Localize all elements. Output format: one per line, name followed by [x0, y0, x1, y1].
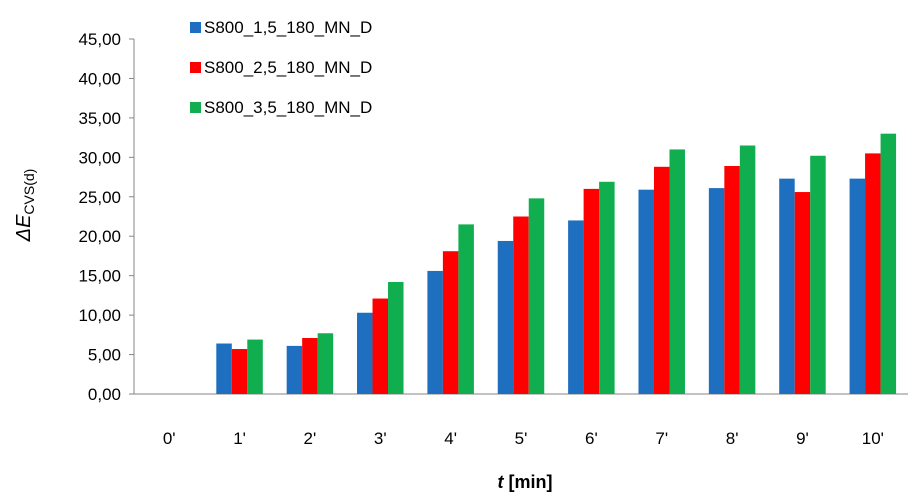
x-axis-title-unit: [min] [504, 472, 553, 492]
bar-s3-7 [669, 149, 685, 394]
y-axis-title-subscript: CVS(d) [21, 169, 37, 215]
bar-s1-4 [427, 270, 443, 394]
y-tick-label: 25,00 [78, 188, 121, 207]
x-tick-label: 7' [655, 429, 668, 448]
bar-s2-1 [231, 349, 248, 394]
bar-s2-4 [442, 251, 459, 394]
y-tick-label: 45,00 [78, 30, 121, 49]
legend-swatch [190, 102, 201, 113]
x-axis-title-var: t [498, 472, 505, 492]
bar-s3-4 [458, 224, 474, 394]
bar-s3-3 [388, 281, 404, 394]
x-axis-title: t [min] [498, 472, 553, 492]
bar-s3-2 [317, 333, 334, 394]
bar-s1-8 [708, 188, 725, 394]
y-tick-label: 15,00 [78, 267, 121, 286]
bar-s3-8 [739, 145, 756, 394]
bar-s1-1 [216, 343, 232, 394]
bar-s2-10 [865, 153, 881, 394]
bar-s3-10 [880, 133, 897, 395]
x-tick-label: 3' [374, 429, 387, 448]
bar-s1-3 [357, 312, 373, 394]
y-axis-title: ΔECVS(d) [13, 169, 37, 243]
bar-s1-10 [849, 178, 866, 394]
bar-s2-2 [302, 337, 318, 394]
x-tick-label: 10' [862, 429, 884, 448]
x-axis: 0' 1' 2' 3' 4' 5' 6' 7' 8' 9' 10' [134, 393, 908, 448]
bar-s2-9 [794, 192, 811, 394]
y-tick-label: 0,00 [88, 385, 121, 404]
y-tick-label: 30,00 [78, 148, 121, 167]
x-tick-label: 6' [585, 429, 598, 448]
x-tick-label: 0' [163, 429, 176, 448]
x-tick-label: 1' [233, 429, 246, 448]
x-tick-label: 8' [726, 429, 739, 448]
x-tick-label: 9' [796, 429, 809, 448]
bar-s1-7 [638, 189, 654, 394]
legend-label: S800_1,5_180_MN_D [204, 18, 372, 37]
legend-label: S800_2,5_180_MN_D [204, 58, 372, 77]
x-tick-label: 4' [444, 429, 457, 448]
bar-s2-3 [372, 298, 389, 394]
bar-s2-5 [513, 216, 529, 394]
bar-s2-6 [583, 188, 600, 394]
y-tick-label: 5,00 [88, 346, 121, 365]
y-axis-title-main: ΔE [13, 214, 35, 242]
bar-s2-8 [724, 166, 740, 394]
bar-s1-6 [568, 220, 584, 394]
legend-swatch [190, 22, 201, 33]
bar-s2-7 [653, 166, 670, 394]
bar-s3-9 [810, 155, 826, 394]
y-tick-label: 10,00 [78, 306, 121, 325]
y-axis: 0,00 5,00 10,00 15,00 20,00 25,00 30,00 35,00 40… [78, 30, 135, 404]
y-tick-label: 35,00 [78, 109, 121, 128]
bar-s3-1 [247, 339, 263, 394]
legend-label: S800_3,5_180_MN_D [204, 98, 372, 117]
bar-s3-6 [599, 181, 615, 394]
bar-s1-2 [286, 345, 303, 394]
x-tick-label: 5' [515, 429, 528, 448]
bar-s1-5 [497, 240, 514, 394]
legend: S800_1,5_180_MN_D S800_2,5_180_MN_D S800_3… [190, 18, 372, 117]
x-tick-label: 2' [304, 429, 317, 448]
y-tick-label: 40,00 [78, 69, 121, 88]
bar-s3-5 [528, 198, 545, 394]
bars [216, 133, 897, 395]
bar-s1-9 [779, 178, 795, 394]
y-tick-label: 20,00 [78, 227, 121, 246]
legend-swatch [190, 62, 201, 73]
